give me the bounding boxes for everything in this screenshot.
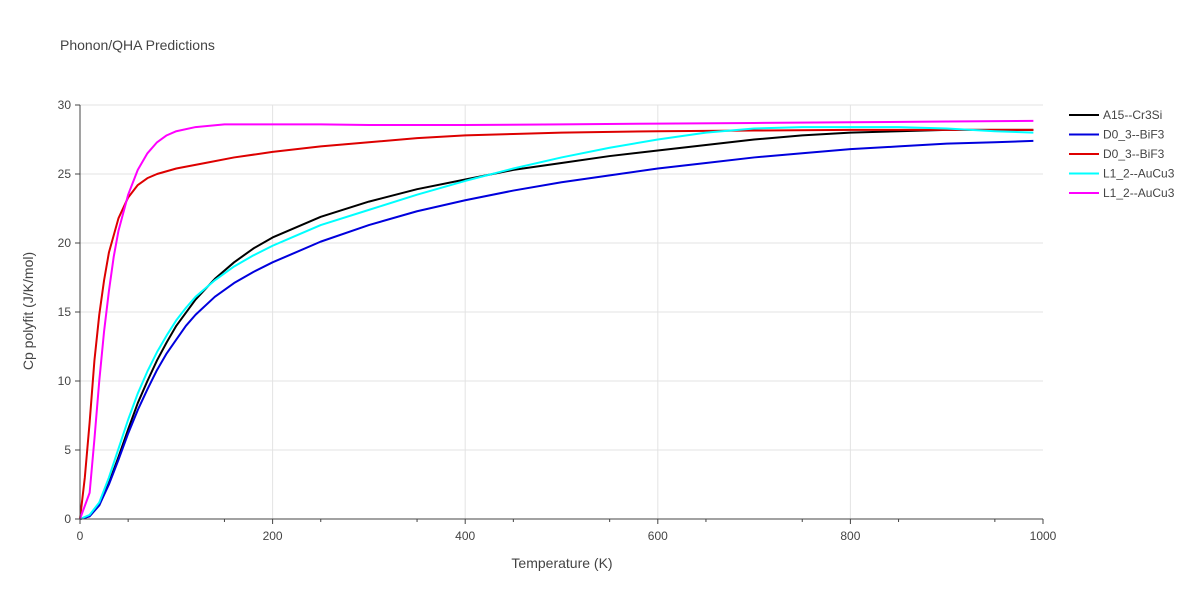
legend-label-3[interactable]: L1_2--AuCu3 xyxy=(1103,167,1175,181)
x-tick-label: 1000 xyxy=(1030,529,1057,543)
y-tick-label: 0 xyxy=(64,512,71,526)
y-tick-label: 30 xyxy=(58,98,72,112)
grid-lines xyxy=(80,104,1043,519)
series-line-3 xyxy=(79,126,1034,520)
y-axis-ticks: 0 5 10 15 20 25 30 xyxy=(58,98,80,526)
series-line-4 xyxy=(79,119,1034,520)
y-tick-label: 25 xyxy=(58,167,72,181)
series-line-1 xyxy=(79,139,1034,520)
series-line-0 xyxy=(79,128,1034,520)
x-tick-label: 600 xyxy=(648,529,668,543)
legend[interactable]: A15--Cr3Si D0_3--BiF3 D0_3--BiF3 L1_2--AuCu… xyxy=(1069,108,1175,200)
legend-label-2[interactable]: D0_3--BiF3 xyxy=(1103,147,1165,161)
y-tick-label: 15 xyxy=(58,305,72,319)
y-axis-title: Cp polyfit (J/K/mol) xyxy=(20,252,36,370)
y-tick-label: 5 xyxy=(64,443,71,457)
x-tick-label: 400 xyxy=(455,529,475,543)
x-tick-label: 800 xyxy=(840,529,860,543)
x-axis-ticks: 0 200 400 600 800 1000 xyxy=(77,519,1057,543)
plot-area xyxy=(79,119,1034,520)
y-tick-label: 10 xyxy=(58,374,72,388)
x-axis-title: Temperature (K) xyxy=(511,555,612,571)
legend-label-0[interactable]: A15--Cr3Si xyxy=(1103,108,1162,122)
x-tick-label: 0 xyxy=(77,529,84,543)
legend-label-1[interactable]: D0_3--BiF3 xyxy=(1103,128,1165,142)
series-line-2 xyxy=(79,128,1034,520)
legend-label-4[interactable]: L1_2--AuCu3 xyxy=(1103,186,1175,200)
y-tick-label: 20 xyxy=(58,236,72,250)
chart-title: Phonon/QHA Predictions xyxy=(60,37,215,53)
x-tick-label: 200 xyxy=(263,529,283,543)
